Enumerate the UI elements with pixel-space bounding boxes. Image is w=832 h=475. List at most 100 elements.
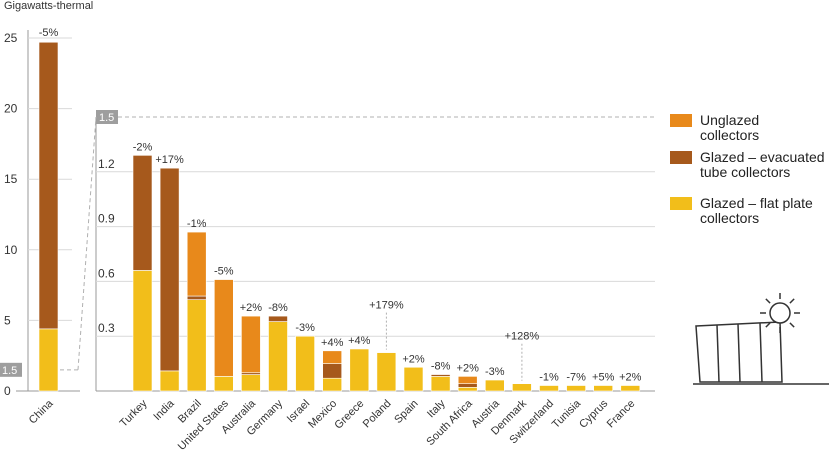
- x-label-tunisia: Tunisia: [550, 397, 584, 431]
- inset-y-tick-label: 0.3: [98, 321, 115, 335]
- x-label-turkey: Turkey: [118, 397, 150, 429]
- bar-segment-turkey-evacuated: [132, 155, 153, 271]
- bar-segment-south-africa-unglazed: [457, 376, 478, 384]
- legend-swatch-unglazed: [670, 114, 692, 127]
- bar-segment-brazil-flat: [186, 299, 207, 392]
- x-label-greece: Greece: [332, 398, 366, 432]
- legend-label-evacuated: Glazed – evacuated: [700, 149, 825, 165]
- change-label-brazil: -1%: [187, 218, 207, 230]
- change-label-cyprus: +5%: [592, 372, 615, 384]
- change-label-mexico: +4%: [321, 337, 344, 349]
- x-label-india: India: [151, 397, 177, 423]
- legend-label-evacuated: tube collectors: [700, 164, 790, 180]
- icon-sun-disc: [769, 302, 791, 324]
- x-label-cyprus: Cyprus: [577, 397, 610, 430]
- change-label-spain: +2%: [402, 353, 425, 365]
- change-label-italy: -8%: [431, 361, 451, 373]
- bar-segment-germany-flat: [268, 321, 288, 392]
- x-label-italy: Italy: [425, 397, 448, 420]
- solar-collector-icon: [693, 293, 829, 385]
- main-y-tick-label: 15: [4, 172, 18, 186]
- bar-segment-mexico-evacuated: [322, 363, 343, 379]
- y-axis-title: Gigawatts-thermal: [4, 0, 93, 12]
- legend-label-unglazed: collectors: [700, 127, 759, 143]
- legend-swatch-flat: [670, 197, 692, 210]
- legend-label-unglazed: Unglazed: [700, 112, 759, 128]
- bar-segment-south-africa-flat: [457, 387, 478, 392]
- x-label-poland: Poland: [361, 398, 394, 431]
- icon-panel-divider: [716, 324, 720, 383]
- bar-segment-france-flat: [620, 385, 641, 392]
- bar-segment-china-flat: [38, 328, 59, 392]
- change-label-denmark: +128%: [505, 331, 540, 343]
- bar-segment-tunisia-flat: [566, 385, 586, 392]
- icon-sun-ray: [789, 322, 795, 328]
- inset-y-tick-label: 1.5: [99, 112, 114, 124]
- connector-dashed-diagonal: [77, 116, 97, 370]
- change-label-germany: -8%: [268, 302, 288, 314]
- bar-segment-poland-flat: [376, 352, 397, 392]
- bar-segment-greece-flat: [349, 348, 370, 392]
- x-label-china: China: [27, 397, 56, 426]
- change-label-switzerland: -1%: [539, 372, 559, 384]
- bar-segment-denmark-flat: [512, 383, 532, 392]
- bar-segment-turkey-flat: [132, 270, 153, 392]
- icon-sun-ray: [765, 322, 771, 328]
- change-label-china: -5%: [39, 27, 59, 39]
- inset-y-tick-label: 1.2: [98, 157, 115, 171]
- icon-panel-divider: [737, 323, 741, 383]
- change-label-greece: +4%: [348, 335, 371, 347]
- main-y-tick-label: 0: [4, 384, 11, 398]
- x-label-spain: Spain: [392, 398, 420, 426]
- bar-segment-austria-flat: [484, 379, 505, 392]
- bar-segment-spain-flat: [403, 366, 424, 392]
- bar-segment-israel-flat: [295, 335, 315, 392]
- inset-y-tick-label: 0.6: [98, 266, 115, 280]
- icon-sun-ray: [789, 298, 795, 304]
- bar-segment-cyprus-flat: [593, 385, 614, 392]
- bar-segment-united-states-unglazed: [214, 279, 234, 377]
- change-label-france: +2%: [619, 372, 642, 384]
- icon-panel-frame: [695, 321, 783, 383]
- bar-segment-australia-unglazed: [241, 315, 261, 374]
- bar-segment-australia-flat: [241, 374, 261, 392]
- main-y-tick-label: 20: [4, 102, 18, 116]
- main-highlight-tick-label: 1.5: [2, 365, 17, 377]
- bar-segment-italy-evacuated: [430, 374, 451, 377]
- main-y-tick-label: 10: [4, 243, 18, 257]
- icon-sun-ray: [765, 298, 771, 304]
- change-label-austria: -3%: [485, 366, 505, 378]
- change-label-south-africa: +2%: [457, 362, 480, 374]
- bar-segment-united-states-flat: [214, 376, 234, 392]
- bar-segment-mexico-unglazed: [322, 350, 343, 364]
- bar-segment-switzerland-flat: [539, 385, 559, 392]
- main-y-tick-label: 25: [4, 31, 18, 45]
- x-label-france: France: [605, 398, 638, 431]
- change-label-australia: +2%: [240, 302, 263, 314]
- change-label-india: +17%: [155, 154, 184, 166]
- bar-segment-mexico-flat: [322, 377, 343, 392]
- legend-swatch-evacuated: [670, 151, 692, 164]
- grid-layer: [0, 30, 655, 392]
- legend-label-flat: Glazed – flat plate: [700, 195, 813, 211]
- change-label-united-states: -5%: [214, 266, 234, 278]
- main-y-tick-label: 5: [4, 313, 11, 327]
- bar-segment-india-evacuated: [159, 167, 180, 372]
- bar-segment-germany-evacuated: [268, 315, 288, 322]
- inset-top-tick-box: [96, 110, 118, 124]
- bars-layer: [38, 41, 641, 392]
- bar-segment-brazil-evacuated: [186, 295, 207, 300]
- change-label-turkey: -2%: [133, 141, 153, 153]
- bar-segment-brazil-unglazed: [186, 231, 207, 297]
- bar-segment-italy-flat: [430, 376, 451, 392]
- main-highlight-tick-box: [0, 362, 22, 377]
- bar-segment-china-evacuated: [38, 41, 59, 330]
- change-label-israel: -3%: [295, 322, 315, 334]
- change-label-poland: +179%: [369, 300, 404, 312]
- legend-label-flat: collectors: [700, 210, 759, 226]
- bar-segment-india-flat: [159, 370, 180, 392]
- icon-panel-divider: [759, 322, 763, 383]
